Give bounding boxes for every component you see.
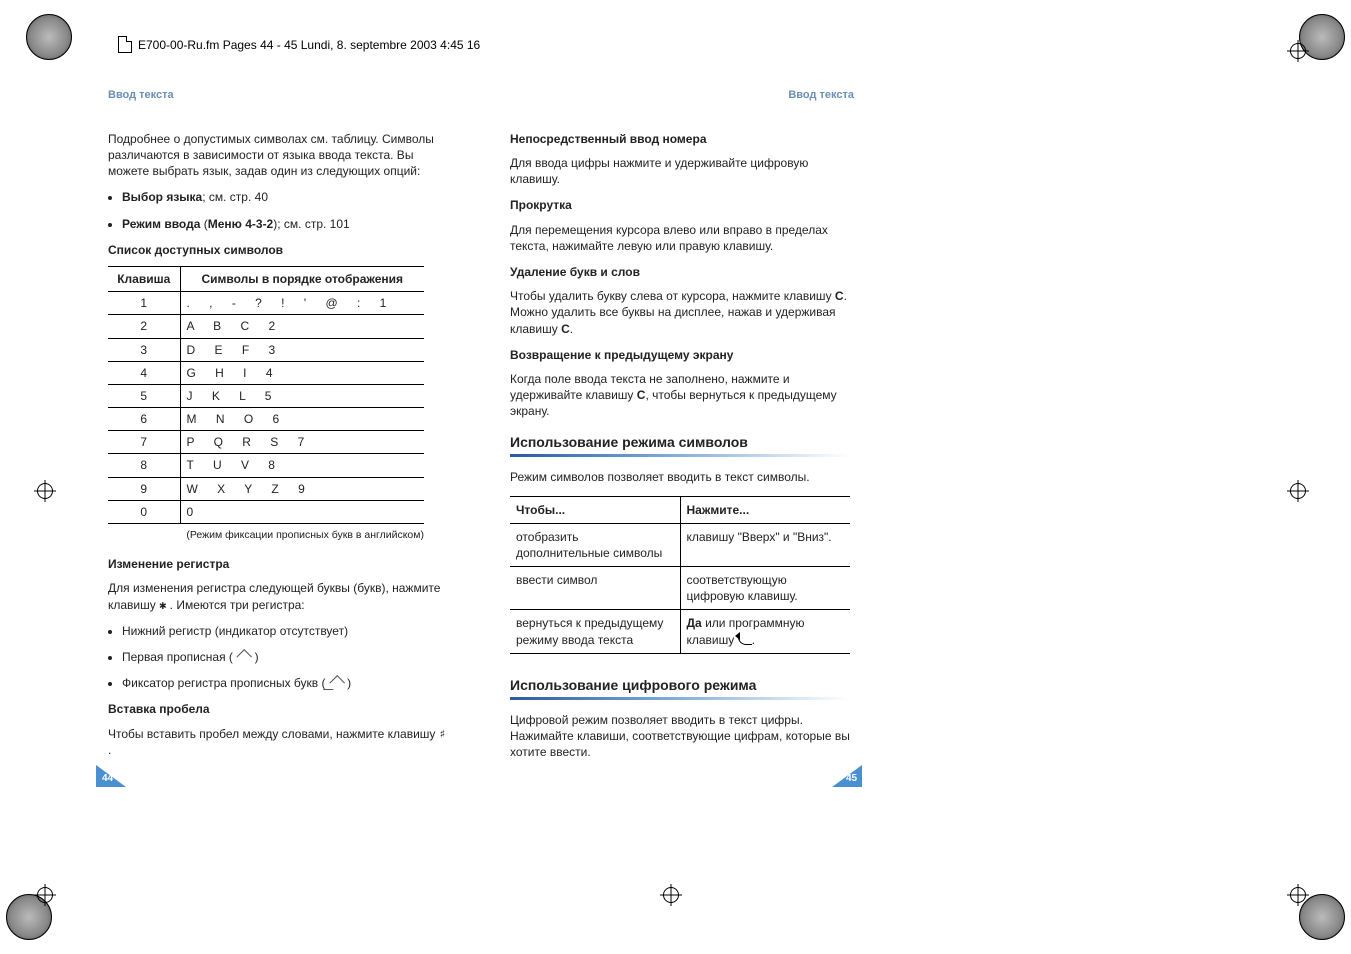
header-text: E700-00-Ru.fm Pages 44 - 45 Lundi, 8. se… bbox=[138, 38, 480, 52]
option-language: Выбор языка; см. стр. 40 bbox=[122, 189, 452, 205]
table-row: 9W X Y Z 9 bbox=[108, 477, 424, 500]
intro-para: Подробнее о допустимых символах см. табл… bbox=[108, 131, 452, 180]
th-key: Клавиша bbox=[108, 266, 180, 291]
r1b: клавишу "Вверх" и "Вниз". bbox=[680, 523, 850, 566]
delete-para: Чтобы удалить букву слева от курсора, на… bbox=[510, 288, 854, 337]
table-row: вернуться к предыдущему режиму ввода тек… bbox=[510, 610, 850, 653]
shift-lock-icon bbox=[329, 675, 345, 691]
hash-key-icon: ♯ bbox=[439, 727, 446, 741]
opt2-paren1: ( bbox=[200, 217, 207, 231]
sub-direct: Непосредственный ввод номера bbox=[510, 131, 854, 147]
document-icon bbox=[118, 36, 132, 53]
table-row: 7P Q R S 7 bbox=[108, 431, 424, 454]
digit-para: Цифровой режим позволяет вводить в текст… bbox=[510, 712, 854, 761]
reg-mark-br bbox=[1287, 884, 1309, 906]
chars-table-title: Список доступных символов bbox=[108, 242, 452, 258]
case2-a: Первая прописная ( bbox=[122, 650, 236, 664]
r3b-bold: Да bbox=[687, 616, 702, 630]
case-lower: Нижний регистр (индикатор отсутствует) bbox=[122, 623, 452, 639]
table-row: отобразить дополнительные символы клавиш… bbox=[510, 523, 850, 566]
underline-1 bbox=[510, 454, 850, 457]
case-first: Первая прописная ( ) bbox=[122, 649, 452, 665]
table-row: 5J K L 5 bbox=[108, 384, 424, 407]
r1a: отобразить дополнительные символы bbox=[510, 523, 680, 566]
sub-delete: Удаление букв и слов bbox=[510, 264, 854, 280]
doc-header: E700-00-Ru.fm Pages 44 - 45 Lundi, 8. se… bbox=[118, 36, 480, 53]
h2-digit-mode: Использование цифрового режима bbox=[510, 676, 854, 695]
r3a: вернуться к предыдущему режиму ввода тек… bbox=[510, 610, 680, 653]
return-para: Когда поле ввода текста не заполнено, на… bbox=[510, 371, 854, 420]
crop-corner-tl bbox=[26, 14, 72, 60]
space-para: Чтобы вставить пробел между словами, наж… bbox=[108, 726, 452, 758]
reg-mark-r bbox=[1287, 480, 1309, 502]
table-row: 00 bbox=[108, 500, 424, 523]
page-number-left: 44 bbox=[102, 773, 113, 784]
case-para-b: . Имеются три регистра: bbox=[166, 598, 304, 612]
options-list: Выбор языка; см. стр. 40 Режим ввода (Ме… bbox=[108, 189, 452, 231]
r2a: ввести символ bbox=[510, 567, 680, 610]
case-para: Для изменения регистра следующей буквы (… bbox=[108, 580, 452, 612]
section-header-right: Ввод текста bbox=[510, 88, 854, 103]
key-c-1: C bbox=[835, 289, 844, 303]
case-lock: Фиксатор регистра прописных букв ( ) bbox=[122, 675, 452, 691]
del-c: . bbox=[570, 322, 573, 336]
actions-table: Чтобы... Нажмите... отобразить дополните… bbox=[510, 496, 850, 654]
reg-mark-l bbox=[34, 480, 56, 502]
table-row: 1. , - ? ! ' @ : 1 bbox=[108, 292, 424, 315]
r3b: Да или программную клавишу . bbox=[680, 610, 850, 653]
table-row: 8T U V 8 bbox=[108, 454, 424, 477]
table-row: 6M N O 6 bbox=[108, 408, 424, 431]
opt2-rest: ); см. стр. 101 bbox=[273, 217, 349, 231]
case2-b: ) bbox=[251, 650, 258, 664]
opt2-bold2: Меню 4-3-2 bbox=[208, 217, 274, 231]
opt2-bold1: Режим ввода bbox=[122, 217, 200, 231]
table-row: 3D E F 3 bbox=[108, 338, 424, 361]
opt1-rest: ; см. стр. 40 bbox=[202, 190, 268, 204]
key-c-2: C bbox=[561, 322, 570, 336]
case3-a: Фиксатор регистра прописных букв ( bbox=[122, 676, 329, 690]
underline-2 bbox=[510, 697, 850, 700]
shift-icon bbox=[237, 649, 253, 665]
space-a: Чтобы вставить пробел между словами, наж… bbox=[108, 727, 439, 741]
th-to: Чтобы... bbox=[510, 496, 680, 523]
subhead-space: Вставка пробела bbox=[108, 701, 452, 717]
option-mode: Режим ввода (Меню 4-3-2); см. стр. 101 bbox=[122, 216, 452, 232]
page-left: Ввод текста Подробнее о допустимых симво… bbox=[108, 88, 452, 768]
scroll-para: Для перемещения курсора влево или вправо… bbox=[510, 222, 854, 254]
undo-icon bbox=[738, 635, 752, 645]
table-row: 2A B C 2 bbox=[108, 315, 424, 338]
case3-b: ) bbox=[344, 676, 351, 690]
chars-table: Клавиша Символы в порядке отображения 1.… bbox=[108, 266, 424, 524]
page-number-right: 45 bbox=[846, 773, 857, 784]
section-header-left: Ввод текста bbox=[108, 88, 452, 103]
opt1-bold: Выбор языка bbox=[122, 190, 202, 204]
page-right: Ввод текста Непосредственный ввод номера… bbox=[510, 88, 854, 770]
r2b: соответствующую цифровую клавишу. bbox=[680, 567, 850, 610]
reg-mark-bc bbox=[660, 884, 682, 906]
th-symbols: Символы в порядке отображения bbox=[180, 266, 424, 291]
case-list: Нижний регистр (индикатор отсутствует) П… bbox=[108, 623, 452, 692]
reg-mark-tr bbox=[1287, 40, 1309, 62]
table-row: 4G H I 4 bbox=[108, 361, 424, 384]
table-row: ввести символ соответствующую цифровую к… bbox=[510, 567, 850, 610]
th-press: Нажмите... bbox=[680, 496, 850, 523]
sub-return: Возвращение к предыдущему экрану bbox=[510, 347, 854, 363]
space-b: . bbox=[108, 743, 111, 757]
reg-mark-bl bbox=[34, 884, 56, 906]
h2-symbol-mode: Использование режима символов bbox=[510, 433, 854, 452]
sub-scroll: Прокрутка bbox=[510, 197, 854, 213]
subhead-case: Изменение регистра bbox=[108, 556, 452, 572]
table-caption: (Режим фиксации прописных букв в английс… bbox=[108, 528, 424, 542]
del-a: Чтобы удалить букву слева от курсора, на… bbox=[510, 289, 835, 303]
direct-para: Для ввода цифры нажмите и удерживайте ци… bbox=[510, 155, 854, 187]
symbol-para: Режим символов позволяет вводить в текст… bbox=[510, 469, 854, 485]
